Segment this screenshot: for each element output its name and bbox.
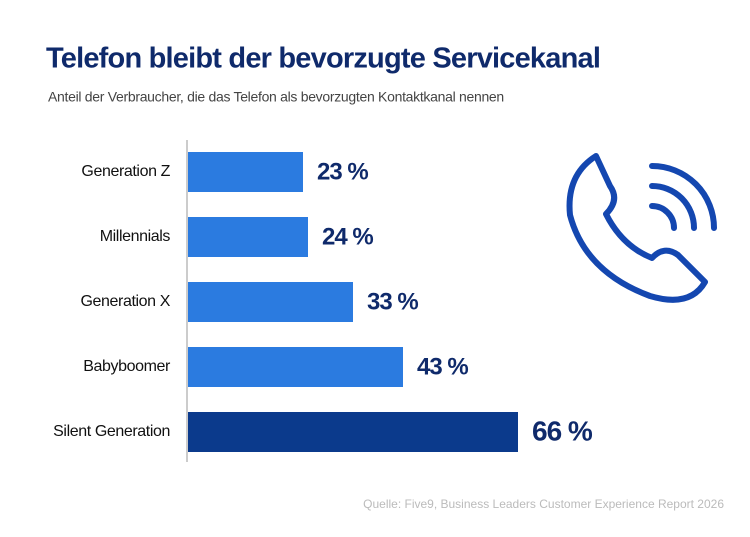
value-label: 23 % bbox=[317, 158, 368, 185]
phone-icon bbox=[566, 153, 717, 303]
category-label: Babyboomer bbox=[83, 358, 171, 375]
bar bbox=[188, 347, 403, 387]
source-note: Quelle: Five9, Business Leaders Customer… bbox=[363, 497, 724, 511]
bar bbox=[188, 217, 308, 257]
chart-title: Telefon bleibt der bevorzugte Servicekan… bbox=[46, 43, 600, 75]
category-label: Silent Generation bbox=[53, 423, 170, 440]
value-label: 24 % bbox=[322, 223, 373, 250]
value-label: 66 % bbox=[532, 415, 593, 446]
category-label: Millennials bbox=[100, 228, 171, 245]
chart-subtitle: Anteil der Verbraucher, die das Telefon … bbox=[48, 89, 504, 105]
bar bbox=[188, 412, 518, 452]
bar bbox=[188, 282, 353, 322]
value-label: 33 % bbox=[367, 288, 418, 315]
category-label: Generation X bbox=[81, 293, 171, 310]
bar bbox=[188, 152, 303, 192]
value-label: 43 % bbox=[417, 353, 468, 380]
category-label: Generation Z bbox=[81, 163, 170, 180]
